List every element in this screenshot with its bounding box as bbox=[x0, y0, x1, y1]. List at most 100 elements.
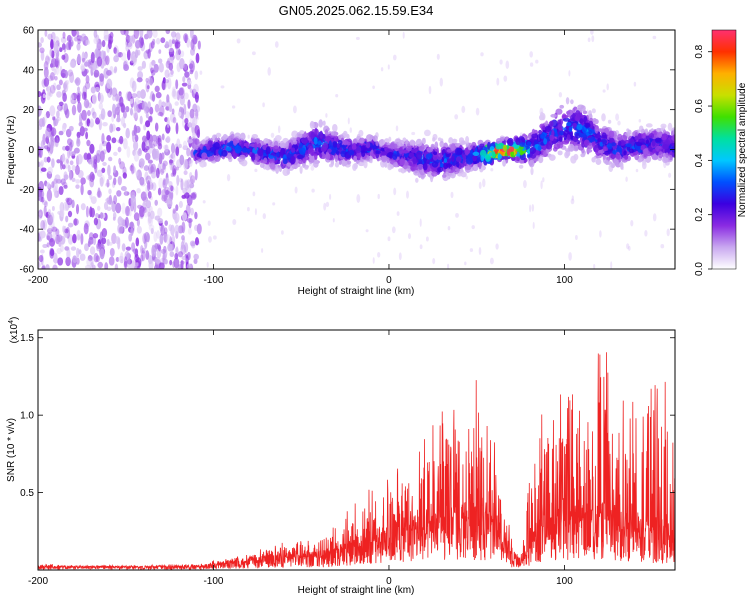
heatmap-cell bbox=[181, 194, 187, 199]
heatmap-cell bbox=[535, 59, 539, 64]
heatmap-cell bbox=[151, 134, 158, 142]
heatmap-cell bbox=[111, 87, 118, 97]
heatmap-cell bbox=[423, 129, 431, 137]
heatmap-cell bbox=[71, 150, 76, 156]
heatmap-cell bbox=[199, 70, 203, 75]
heatmap-cell bbox=[464, 148, 470, 156]
heatmap-cell bbox=[138, 205, 145, 218]
heatmap-cell bbox=[115, 236, 121, 245]
heatmap-cell bbox=[555, 108, 563, 115]
heatmap-cell bbox=[671, 135, 675, 141]
heatmap-cell bbox=[136, 188, 141, 194]
heatmap-cell bbox=[147, 101, 151, 109]
heatmap-cell bbox=[165, 30, 171, 35]
heatmap-cell bbox=[142, 196, 149, 203]
heatmap-cell bbox=[121, 202, 126, 215]
snr-y-label: SNR (10 * v/v) bbox=[6, 418, 17, 482]
heatmap-cell bbox=[77, 38, 81, 45]
heatmap-cell bbox=[175, 146, 180, 157]
heatmap-cell bbox=[76, 138, 81, 147]
heatmap-cell bbox=[164, 69, 170, 79]
heatmap-cell bbox=[354, 146, 362, 154]
heatmap-cell bbox=[190, 149, 195, 158]
heatmap-cell bbox=[85, 39, 90, 45]
heatmap-cell bbox=[46, 235, 50, 240]
snr-x-tick-label: 100 bbox=[556, 576, 573, 587]
heatmap-cell bbox=[43, 205, 47, 217]
heatmap-cell bbox=[89, 261, 95, 269]
heatmap-cell bbox=[545, 142, 552, 150]
heatmap-cell bbox=[157, 187, 162, 196]
heatmap-cell bbox=[70, 93, 75, 104]
heatmap-cell bbox=[502, 144, 507, 152]
heatmap-cell bbox=[154, 122, 159, 132]
heatmap-cell bbox=[571, 195, 574, 201]
heatmap-cell bbox=[141, 101, 148, 111]
heatmap-cell bbox=[519, 142, 526, 147]
heatmap-cell bbox=[274, 41, 279, 48]
heatmap-cell bbox=[184, 71, 190, 78]
colorbar: 0.0 0.2 0.4 0.6 0.8 Normalized spectral ampl… bbox=[694, 29, 748, 276]
heatmap-cell bbox=[154, 243, 159, 250]
heatmap-cell bbox=[142, 233, 147, 245]
heatmap-cell bbox=[170, 31, 177, 38]
heatmap-cell bbox=[64, 79, 70, 85]
heatmap-cell bbox=[667, 122, 673, 131]
heatmap-cell bbox=[99, 73, 105, 82]
heatmap-cell bbox=[90, 156, 96, 168]
heatmap-cell bbox=[160, 224, 165, 236]
heatmap-cell bbox=[599, 230, 602, 238]
heatmap-cell bbox=[81, 57, 86, 62]
heatmap-cell bbox=[105, 69, 112, 76]
heatmap-cell bbox=[313, 153, 318, 161]
heatmap-cell bbox=[179, 94, 185, 106]
heatmap-cell bbox=[195, 105, 201, 113]
heatmap-cell bbox=[67, 222, 74, 228]
heatmap-cell bbox=[225, 146, 232, 152]
heatmap-cell bbox=[272, 202, 276, 206]
heatmap-cell bbox=[603, 146, 607, 151]
heatmap-cell bbox=[129, 51, 136, 64]
heatmap-cell bbox=[124, 216, 129, 228]
heatmap-cell bbox=[597, 131, 601, 140]
heatmap-cell bbox=[151, 172, 157, 179]
snr-y-multiplier-exp: 4 bbox=[8, 320, 15, 324]
heatmap-cell bbox=[88, 232, 94, 240]
heatmap-cell bbox=[80, 37, 85, 42]
heatmap-cell bbox=[49, 237, 56, 247]
heatmap-cell bbox=[335, 93, 339, 98]
heatmap-cell bbox=[90, 51, 95, 64]
heatmap-cell bbox=[656, 127, 662, 133]
heatmap-cell bbox=[208, 155, 215, 161]
heatmap-cell bbox=[52, 82, 57, 91]
heatmap-cell bbox=[496, 77, 500, 86]
heatmap-cell bbox=[141, 135, 148, 143]
heatmap-cell bbox=[176, 47, 181, 56]
heatmap-cell bbox=[407, 161, 413, 166]
heatmap-cell bbox=[104, 182, 111, 187]
heatmap-cell bbox=[478, 247, 482, 255]
heatmap-cell bbox=[121, 243, 126, 252]
heatmap-cell bbox=[159, 233, 164, 245]
heatmap-cell bbox=[193, 258, 198, 264]
heatmap-cell bbox=[206, 145, 211, 151]
heatmap-cell bbox=[178, 87, 184, 96]
heatmap-cell bbox=[529, 204, 532, 213]
heatmap-cell bbox=[417, 163, 424, 170]
heatmap-cell bbox=[169, 159, 174, 164]
heatmap-cell bbox=[464, 165, 472, 171]
heatmap-cell bbox=[325, 153, 331, 160]
heatmap-cell bbox=[82, 127, 88, 132]
heatmap-cell bbox=[66, 158, 69, 164]
heatmap-cell bbox=[392, 153, 398, 160]
heatmap-cell bbox=[120, 252, 124, 262]
heatmap-cell bbox=[611, 162, 615, 169]
heatmap-cell bbox=[143, 209, 150, 218]
heatmap-cell bbox=[125, 246, 131, 251]
heatmap-cell bbox=[117, 146, 122, 153]
heatmap-cell bbox=[174, 253, 179, 260]
heatmap-cell bbox=[83, 223, 89, 235]
heatmap-cell bbox=[89, 246, 96, 255]
heatmap-cell bbox=[431, 161, 439, 168]
heatmap-cell bbox=[157, 137, 161, 143]
